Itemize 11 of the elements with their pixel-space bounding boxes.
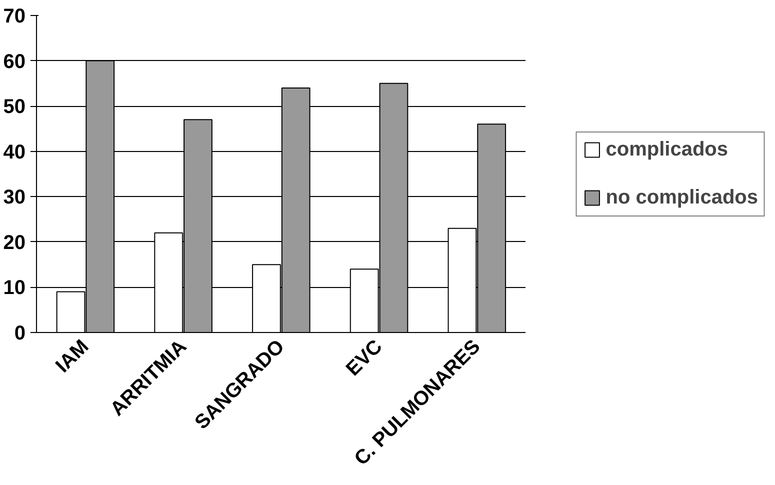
y-tick-label: 30 [3, 186, 26, 209]
y-tick-label: 20 [3, 232, 26, 254]
legend-label: no complicados [606, 186, 758, 209]
y-tick-label: 10 [3, 277, 26, 300]
x-tick-label: IAM [52, 336, 94, 378]
y-tick-label: 50 [3, 96, 26, 118]
legend-label: complicados [606, 138, 728, 161]
y-tick-label: 0 [14, 322, 26, 344]
y-tick-label: 70 [3, 6, 26, 28]
y-tick-label: 40 [3, 141, 26, 164]
y-tick-label: 60 [3, 50, 26, 73]
